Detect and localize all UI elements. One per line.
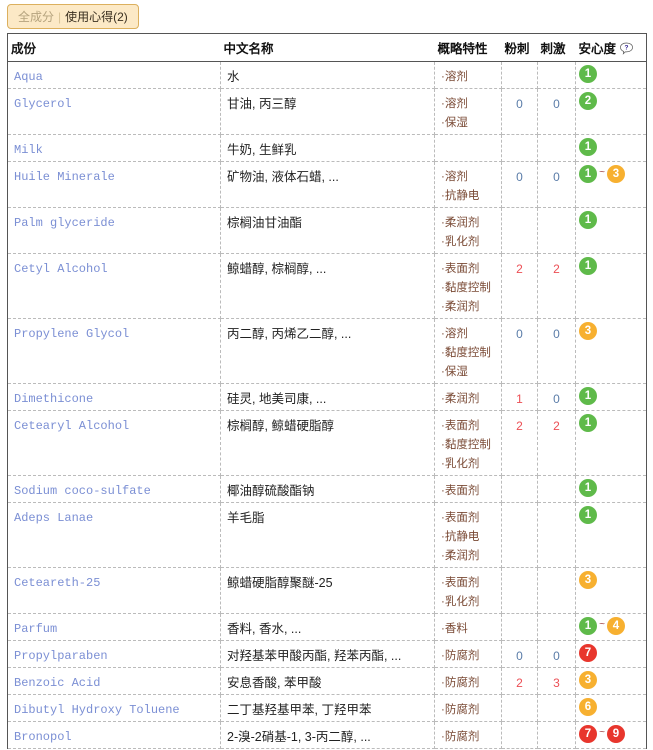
svg-text:?: ? [625, 44, 629, 51]
